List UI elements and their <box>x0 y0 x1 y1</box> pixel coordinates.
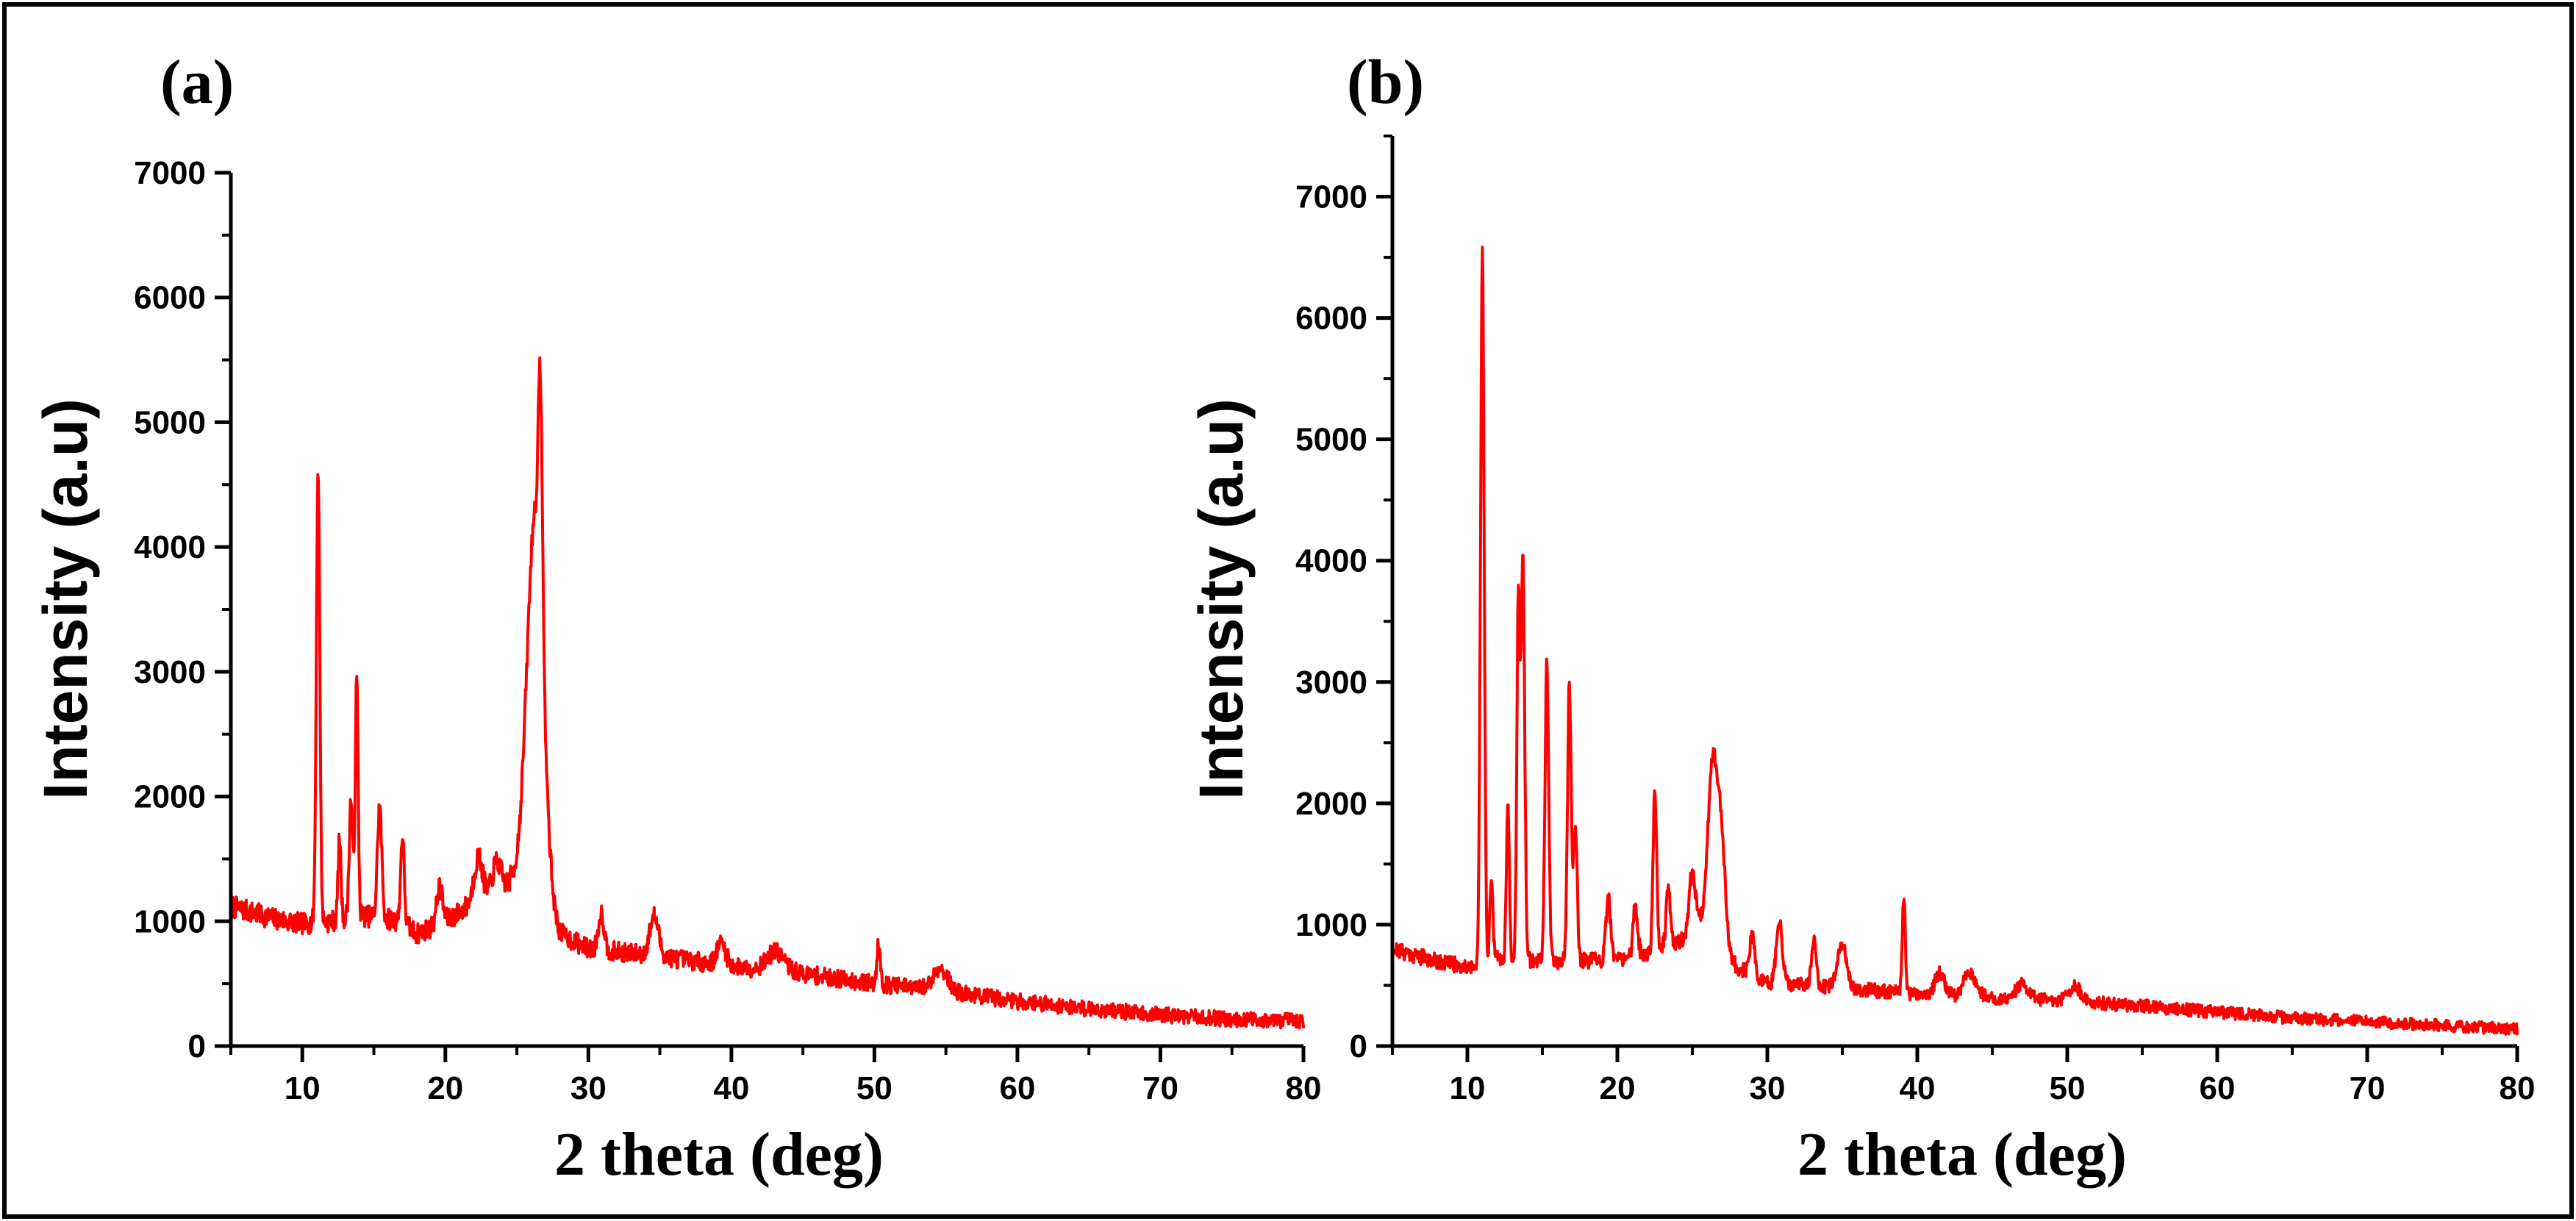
panel-a-x-tick-label: 70 <box>1142 1070 1178 1106</box>
panel-b-label: (b) <box>1347 46 1424 117</box>
panel-a-y-tick-label: 4000 <box>134 529 206 565</box>
panel-a-xrd-series-line <box>229 356 1305 1030</box>
panel-a-y-tick-label: 0 <box>188 1028 206 1064</box>
panel-b-x-tick-label: 30 <box>1750 1070 1786 1106</box>
panel-a-x-tick-label: 20 <box>427 1070 463 1106</box>
panel-a-label: (a) <box>160 46 234 117</box>
panel-b-chart: (b) Intensity (a.u) 2 theta (deg) 10 20 30… <box>1187 46 2535 1189</box>
panel-b-x-axis-title: 2 theta (deg) <box>1797 1120 2127 1189</box>
panel-b-axis-frame <box>1390 136 2517 1048</box>
panel-b-x-tick-label: 70 <box>2350 1070 2386 1106</box>
panel-a-y-tick-label: 7000 <box>134 155 206 191</box>
panel-a-x-tick-label: 50 <box>856 1070 892 1106</box>
panel-a-y-tick-label: 6000 <box>134 280 206 316</box>
panel-b-x-tick-label: 80 <box>2500 1070 2536 1106</box>
panel-a-x-tick-label: 80 <box>1286 1070 1322 1106</box>
panel-a-x-tick-label: 10 <box>285 1070 321 1106</box>
panel-a-y-tick-label: 3000 <box>134 654 206 690</box>
panel-a-y-tick-label: 1000 <box>134 903 206 939</box>
panel-a-x-tick-label: 60 <box>999 1070 1035 1106</box>
panel-b-y-tick-label: 4000 <box>1295 543 1367 579</box>
panel-b-x-tick-label: 40 <box>1900 1070 1936 1106</box>
panel-b-y-tick-label: 5000 <box>1295 422 1367 458</box>
panel-b-x-tick-label: 10 <box>1450 1070 1486 1106</box>
panel-b-y-axis-title: Intensity (a.u) <box>1187 398 1256 800</box>
panel-b-y-tick-label: 1000 <box>1295 907 1367 943</box>
panel-a-ticks: 10 20 30 40 50 60 70 80 0 1000 2000 3000 4000 5000 600… <box>134 155 1321 1106</box>
panel-a-axis-frame <box>229 173 1303 1048</box>
panel-b-x-tick-label: 50 <box>2050 1070 2086 1106</box>
panel-b-y-tick-label: 3000 <box>1295 665 1367 701</box>
panel-a-y-tick-label: 5000 <box>134 404 206 440</box>
panel-a-x-tick-label: 40 <box>713 1070 749 1106</box>
panel-a-x-axis-title: 2 theta (deg) <box>554 1120 884 1189</box>
panel-a-y-axis-title: Intensity (a.u) <box>31 398 100 800</box>
panel-a-x-tick-label: 30 <box>570 1070 607 1106</box>
panel-b-y-tick-label: 0 <box>1350 1028 1367 1064</box>
panel-b-x-tick-label: 60 <box>2200 1070 2236 1106</box>
panel-b-y-tick-label: 6000 <box>1295 301 1367 337</box>
panel-a-chart: (a) Intensity (a.u) 2 theta (deg) 10 20 30… <box>31 46 1321 1189</box>
panel-b-x-tick-label: 20 <box>1600 1070 1636 1106</box>
panel-a-y-tick-label: 2000 <box>134 779 206 815</box>
panel-b-y-tick-label: 7000 <box>1295 179 1367 215</box>
panel-b-xrd-series-line <box>1391 246 2519 1036</box>
panel-b-y-tick-label: 2000 <box>1295 786 1367 822</box>
